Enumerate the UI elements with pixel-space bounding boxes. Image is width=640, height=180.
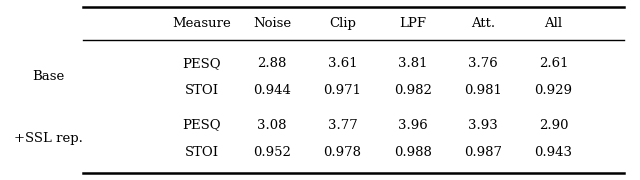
Text: 3.61: 3.61 bbox=[328, 57, 357, 70]
Text: 3.93: 3.93 bbox=[468, 119, 498, 132]
Text: 2.61: 2.61 bbox=[539, 57, 568, 70]
Text: 3.08: 3.08 bbox=[257, 119, 287, 132]
Text: 0.981: 0.981 bbox=[464, 84, 502, 96]
Text: 0.952: 0.952 bbox=[253, 146, 291, 159]
Text: LPF: LPF bbox=[399, 17, 426, 30]
Text: Base: Base bbox=[32, 70, 64, 84]
Text: 2.88: 2.88 bbox=[257, 57, 287, 70]
Text: Att.: Att. bbox=[471, 17, 495, 30]
Text: PESQ: PESQ bbox=[182, 57, 221, 70]
Text: 2.90: 2.90 bbox=[539, 119, 568, 132]
Text: 3.96: 3.96 bbox=[398, 119, 428, 132]
Text: 0.987: 0.987 bbox=[464, 146, 502, 159]
Text: PESQ: PESQ bbox=[182, 119, 221, 132]
Text: 0.971: 0.971 bbox=[323, 84, 362, 96]
Text: 3.77: 3.77 bbox=[328, 119, 357, 132]
Text: 0.929: 0.929 bbox=[534, 84, 573, 96]
Text: Noise: Noise bbox=[253, 17, 291, 30]
Text: Measure: Measure bbox=[172, 17, 231, 30]
Text: Clip: Clip bbox=[329, 17, 356, 30]
Text: 3.81: 3.81 bbox=[398, 57, 428, 70]
Text: +SSL rep.: +SSL rep. bbox=[13, 132, 83, 145]
Text: All: All bbox=[545, 17, 563, 30]
Text: 0.943: 0.943 bbox=[534, 146, 573, 159]
Text: 0.988: 0.988 bbox=[394, 146, 432, 159]
Text: 0.944: 0.944 bbox=[253, 84, 291, 96]
Text: 0.982: 0.982 bbox=[394, 84, 432, 96]
Text: 3.76: 3.76 bbox=[468, 57, 498, 70]
Text: 0.978: 0.978 bbox=[323, 146, 362, 159]
Text: STOI: STOI bbox=[184, 146, 219, 159]
Text: STOI: STOI bbox=[184, 84, 219, 96]
